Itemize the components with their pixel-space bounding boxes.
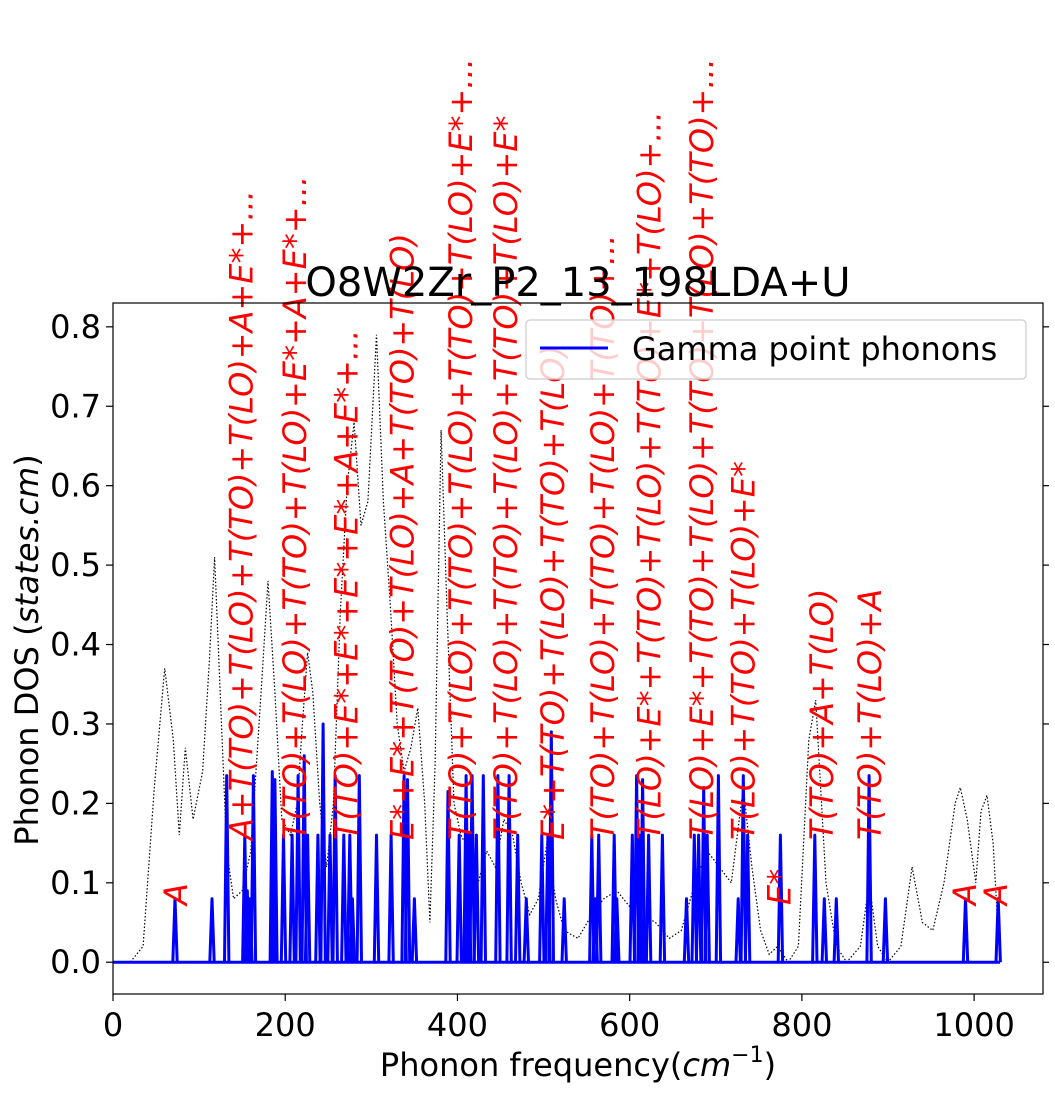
gamma-peak (355, 774, 363, 963)
gamma-peak (658, 833, 667, 963)
gamma-peak (739, 774, 747, 963)
x-axis-label-main: Phonon frequency( (380, 1046, 682, 1084)
gamma-peak (776, 833, 785, 963)
gamma-peak (348, 897, 357, 963)
mode-annotation: A (946, 883, 984, 907)
y-tick-label: 0.4 (50, 626, 101, 664)
gamma-peak (865, 774, 873, 963)
gamma-peak (703, 833, 711, 963)
mode-annotation: T(LO)+E*+T(TO)+T(LO)+T(TO)+T(LO)+T(TO)+.… (683, 58, 721, 840)
y-tick-label: 0.1 (50, 864, 101, 902)
gamma-peak (455, 833, 463, 963)
chart-title: O8W2Zr_P2_13_198LDA+U (305, 260, 850, 306)
mode-annotation: T(LO)+E*+T(TO)+T(LO)+T(TO)+E*+T(LO)+... (631, 111, 669, 840)
gamma-peak (694, 833, 703, 963)
gamma-peak (288, 833, 296, 963)
gamma-peak (303, 833, 312, 963)
plot-frame (112, 302, 1044, 995)
y-tick-label: 0.0 (50, 943, 101, 981)
gamma-peak (372, 833, 381, 963)
gamma-peak (479, 774, 487, 963)
gamma-peak (820, 897, 828, 963)
gamma-peak (881, 897, 890, 963)
mode-annotation: T(LO)+T(TO)+T(LO)+E* (725, 461, 763, 840)
gamma-peak (514, 833, 522, 963)
gamma-peak (340, 833, 348, 963)
mode-annotation: E*+E*+T(TO)+T(LO)+A+T(TO)+T(LO) (384, 233, 422, 840)
mode-annotation: T(TO)+T(LO)+T(TO)+T(LO)+T(TO)+T(LO)+E* (487, 116, 525, 840)
gamma-peak (249, 774, 258, 963)
mode-annotation: E*+T(TO)+T(LO)+T(TO)+T(LO) (534, 345, 572, 840)
gamma-peak (403, 778, 412, 963)
gamma-peak (734, 897, 742, 963)
legend: Gamma point phonons (525, 319, 1027, 380)
gamma-peak (638, 778, 647, 963)
x-tick-label: 1000 (933, 1006, 1014, 1044)
mode-annotation: A (977, 883, 1015, 907)
gamma-peak (522, 897, 530, 963)
gamma-peak (547, 730, 555, 963)
y-tick-label: 0.2 (50, 784, 101, 822)
gamma-peak (682, 897, 691, 963)
gamma-peak (223, 774, 231, 963)
x-tick-label: 0 (103, 1006, 123, 1044)
legend-box (525, 319, 1027, 380)
mode-annotation: A+T(TO)+T(LO)+T(TO)+T(LO)+A+E*+... (222, 190, 260, 842)
gamma-peak (811, 833, 819, 963)
gamma-peak (294, 774, 302, 963)
gamma-peak (468, 774, 476, 963)
gamma-peak (613, 897, 621, 963)
x-tick-label: 200 (255, 1006, 316, 1044)
mode-annotation: T(TO)+T(LO)+T(TO)+T(LO)+T(TO)+T(LO)+E*+.… (442, 58, 480, 840)
y-tick-label: 0.6 (50, 467, 101, 505)
dos-dotted-line (113, 334, 1001, 964)
gamma-peak (279, 833, 288, 963)
mode-annotation: T(TO)+E*+E*+E*+E*+A+E*+... (328, 330, 366, 840)
gamma-peak (538, 833, 546, 963)
gamma-peak (208, 897, 216, 963)
x-tick-label: 800 (771, 1006, 832, 1044)
legend-entry-gamma: Gamma point phonons (632, 330, 997, 368)
gamma-peak (387, 833, 395, 963)
svg-text:Phonon DOS (states.cm): Phonon DOS (states.cm) (8, 454, 46, 845)
gamma-peak (494, 774, 502, 963)
gamma-peak (444, 790, 452, 963)
gamma-peak (314, 833, 322, 963)
mode-annotation: T(TO)+T(LO)+T(TO)+T(LO)+E*+A+E*+... (276, 176, 314, 840)
mode-annotation: T(TO)+A+T(LO) (803, 589, 841, 840)
gamma-peak (472, 833, 481, 963)
gamma-peak (331, 774, 339, 963)
x-axis-label: Phonon frequency(cm−1) (380, 1043, 776, 1084)
mode-annotation: T(TO)+T(LO)+A (851, 589, 889, 840)
gamma-peak (171, 897, 179, 963)
gamma-peak (832, 897, 840, 963)
gamma-peak (271, 778, 279, 963)
gamma-peak (595, 833, 603, 963)
mode-annotation: A (157, 883, 195, 907)
y-axis-label: Phonon DOS (states.cm) (8, 454, 46, 845)
gamma-peak (644, 833, 653, 963)
gamma-peak (743, 833, 752, 963)
gamma-peak (560, 897, 568, 963)
x-tick-label: 400 (427, 1006, 488, 1044)
y-tick-label: 0.3 (50, 705, 101, 743)
y-tick-label: 0.7 (50, 387, 101, 425)
gamma-peak (961, 897, 970, 963)
gamma-peak (714, 774, 723, 963)
svg-text:Phonon frequency(cm−1): Phonon frequency(cm−1) (380, 1043, 776, 1084)
y-tick-label: 0.8 (50, 308, 101, 346)
y-tick-label: 0.5 (50, 546, 101, 584)
gamma-peak (505, 774, 513, 963)
mode-annotation: E* (761, 869, 799, 905)
gamma-peak (319, 722, 327, 963)
gamma-peak (994, 897, 1002, 963)
gamma-peak (410, 897, 419, 963)
gamma-peak (326, 833, 334, 963)
x-tick-label: 600 (599, 1006, 660, 1044)
